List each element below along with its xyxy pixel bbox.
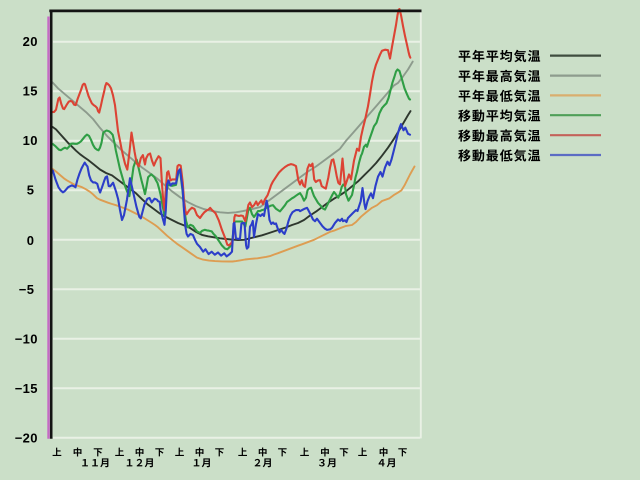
svg-text:5: 5 [30, 381, 37, 396]
svg-text:0: 0 [30, 332, 37, 347]
svg-text:1: 1 [23, 83, 30, 98]
svg-text:−: − [15, 381, 23, 396]
svg-text:1: 1 [23, 332, 30, 347]
svg-text:−: − [15, 431, 23, 446]
svg-text:5: 5 [27, 282, 34, 297]
svg-text:0: 0 [30, 34, 37, 49]
svg-text:2: 2 [23, 34, 30, 49]
svg-text:5: 5 [30, 83, 37, 98]
svg-text:0: 0 [30, 431, 37, 446]
svg-text:0: 0 [30, 133, 37, 148]
svg-text:−: − [15, 332, 23, 347]
svg-text:−: − [19, 282, 27, 297]
svg-text:2: 2 [23, 431, 30, 446]
svg-text:1: 1 [23, 133, 30, 148]
svg-text:0: 0 [27, 233, 34, 248]
svg-text:1: 1 [23, 381, 30, 396]
svg-text:5: 5 [27, 182, 34, 197]
